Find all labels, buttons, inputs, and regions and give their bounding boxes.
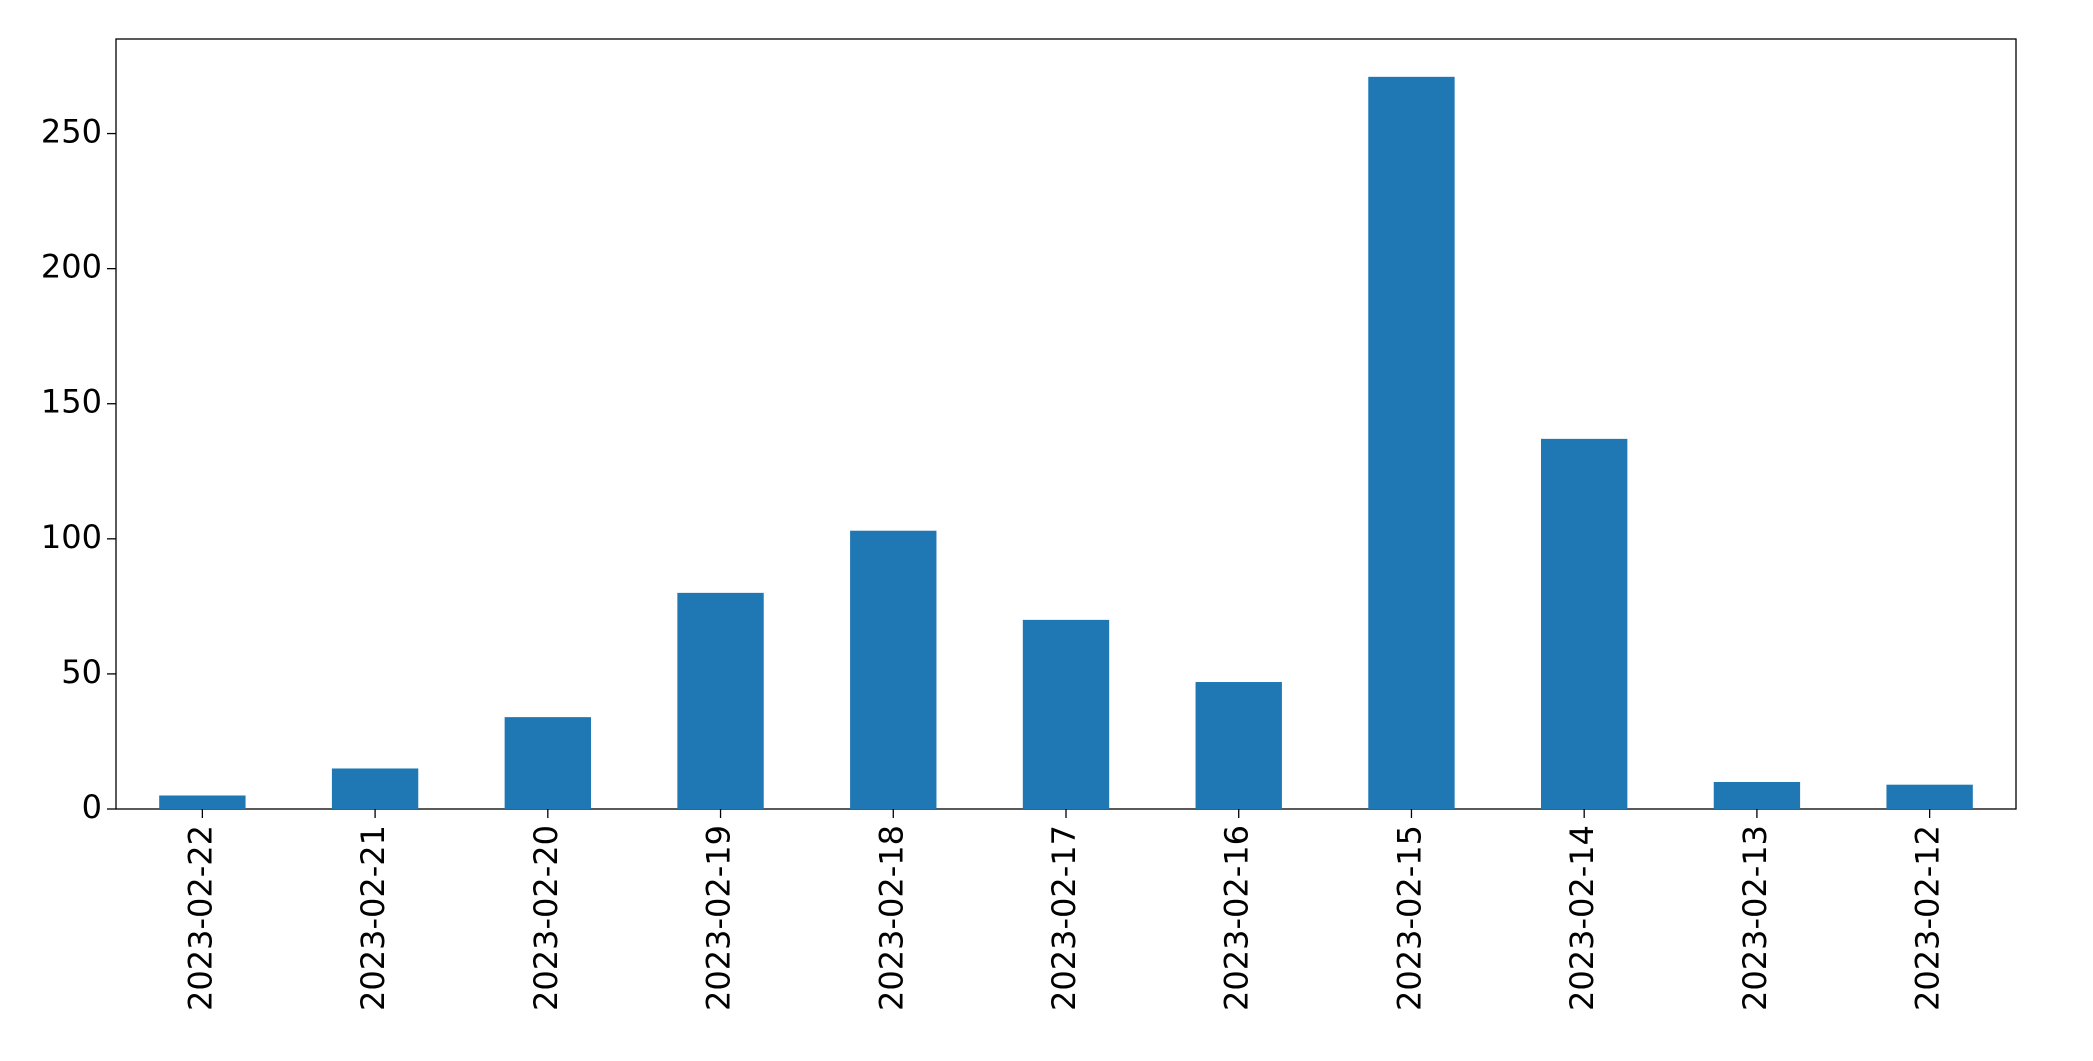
x-tick-label: 2023-02-22 [181,825,219,1011]
x-tick-label: 2023-02-15 [1390,825,1428,1011]
x-tick-label: 2023-02-19 [700,825,738,1011]
bar [850,530,937,809]
bar [1368,76,1455,809]
bar [159,795,246,809]
x-tick-label: 2023-02-14 [1563,825,1601,1011]
x-tick-label: 2023-02-20 [527,825,565,1011]
x-tick-label: 2023-02-16 [1218,825,1256,1011]
x-tick-label: 2023-02-18 [872,825,910,1011]
bar [1022,619,1110,809]
y-tick-label: 100 [41,518,102,556]
bar [1886,784,1973,809]
y-tick-label: 150 [41,383,102,421]
x-tick-label: 2023-02-13 [1736,825,1774,1011]
bar [1713,781,1801,809]
y-tick-label: 50 [61,653,102,691]
bar [677,592,764,809]
x-tick-label: 2023-02-12 [1909,825,1947,1011]
bar [1541,438,1628,809]
y-tick-label: 0 [82,788,102,826]
x-tick-label: 2023-02-21 [354,825,392,1011]
y-tick-label: 200 [41,248,102,286]
bar [1195,682,1282,809]
y-tick-label: 250 [41,113,102,151]
x-tick-label: 2023-02-17 [1045,825,1083,1011]
bar [504,717,591,809]
bar [331,768,419,809]
